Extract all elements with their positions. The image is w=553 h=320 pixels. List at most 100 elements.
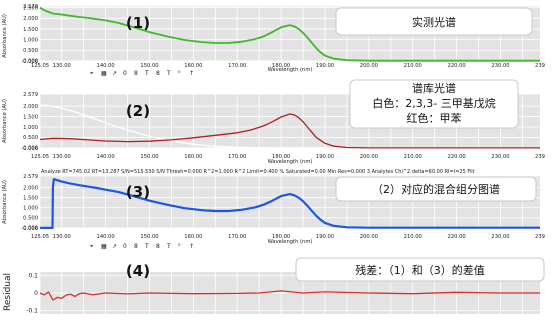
x-axis-label-1: Wavelength (nm) (268, 67, 313, 73)
y-tick-label: 2.000 (23, 104, 38, 110)
panel-4: 0.1 0 -0.1 Residual (4) 残差：（1）和（3）的差值 (3, 257, 545, 314)
annotation-mixture-spectrum: （2）对应的混合组分图谱 (372, 182, 500, 196)
toolbar-glyph[interactable]: ⁰ (178, 70, 181, 77)
y-tick-label: 0.000 (23, 59, 38, 65)
toolbar-glyph[interactable]: 8 (156, 243, 160, 250)
y-tick-label: 1.500 (23, 114, 38, 120)
toolbar-glyph[interactable]: ⌖ (90, 70, 94, 77)
x-tick-label: 170.00 (228, 234, 246, 240)
series-line-2-1 (39, 104, 540, 149)
series-group-1 (39, 6, 540, 62)
x-tick-label: 180.00 (272, 234, 290, 240)
toolbar-glyph[interactable]: 0 (123, 70, 127, 77)
status-line: Analyze RT=745.02 RT=13.287 S/N=515.530 … (41, 169, 475, 175)
annotation-white-trace: 白色：2,3,3- 三甲基戊烷 (372, 96, 495, 110)
x-tick-label: 220.00 (448, 154, 466, 160)
y-axis-label-1: Absorbance (AU) (2, 14, 8, 58)
panel-2: 2.579 2.000 1.500 1.000 0.500 0.000-0.006 125… (2, 79, 545, 165)
annotation-measured-spectrum: 实测光谱 (412, 15, 456, 29)
x-tick-label: 125.05 (31, 63, 49, 69)
x-tick-label: 160.00 (184, 154, 202, 160)
y-tick-label: 0.500 (23, 135, 38, 141)
x-tick-label: 170.00 (228, 154, 246, 160)
panel-label-4: (4) (126, 262, 150, 280)
annotation-box-3 (335, 176, 537, 202)
toolbar-glyph[interactable]: ↗ (112, 243, 117, 250)
series-group-3 (40, 178, 540, 229)
x-tick-labels-1: 125.05 130.00 140.00 150.00 160.00 170.00 180.… (31, 63, 545, 69)
toolbar-glyph[interactable]: ⁰ (178, 243, 181, 250)
x-tick-label: 160.00 (184, 63, 202, 69)
toolbar-1: ⌖ ▦ ↗ 0 8 T 8 T ⁰ ↑ (90, 70, 194, 77)
toolbar-glyph[interactable]: 8 (156, 70, 160, 77)
x-axis-label-3: Wavelength (nm) (268, 239, 313, 245)
y-tick-label: 1.000 (23, 206, 38, 212)
toolbar-glyph[interactable]: ⌖ (90, 243, 94, 250)
toolbar-glyph[interactable]: ▦ (101, 243, 107, 250)
toolbar-glyph[interactable]: 0 (123, 243, 127, 250)
series-line-2-2 (39, 113, 540, 149)
x-tick-label: 230.00 (491, 63, 509, 69)
y-axis-label-2: Absorbance (AU) (2, 99, 8, 143)
y-tick-label: 0.1 (28, 272, 38, 279)
series-line-4-1 (39, 290, 540, 301)
x-tick-label: 140.00 (97, 154, 115, 160)
x-tick-label: 210.00 (404, 154, 422, 160)
x-tick-label: 239 (535, 234, 545, 240)
x-tick-label: 125.05 (31, 234, 49, 240)
series-group-4 (39, 290, 540, 301)
x-axis-label-2: Wavelength (nm) (268, 159, 313, 165)
y-tick-label: 0.500 (23, 216, 38, 222)
toolbar-glyph[interactable]: T (144, 243, 149, 250)
annotation-red-trace: 红色：甲苯 (407, 111, 462, 125)
x-tick-label: 180.00 (272, 154, 290, 160)
toolbar-glyph[interactable]: ↑ (189, 70, 194, 77)
x-tick-label: 190.00 (316, 234, 334, 240)
y-tick-label: 2.000 (23, 16, 38, 22)
x-tick-label: 220.00 (448, 234, 466, 240)
x-tick-labels-3: 125.05 130.00 140.00 150.00 160.00 170.00 180.… (31, 234, 545, 240)
y-tick-label: 0.000 (23, 146, 38, 152)
annotation-residual: 残差：（1）和（3）的差值 (355, 263, 485, 277)
annotation-box-1 (335, 7, 533, 36)
x-tick-label: 210.00 (404, 234, 422, 240)
y-tick-labels-4: 0.1 0 -0.1 (26, 272, 38, 314)
toolbar-glyph[interactable]: ↗ (112, 70, 117, 77)
y-tick-labels-3: 2.579 2.000 1.500 1.000 0.500 0.000-0.006 (21, 174, 38, 232)
y-tick-label: 2.579 (23, 92, 38, 98)
panel-label-1: (1) (126, 14, 150, 32)
annotation-box-2 (349, 79, 519, 129)
y-tick-label: -0.006 (21, 146, 38, 152)
toolbar-glyph[interactable]: T (166, 70, 171, 77)
x-tick-label: 130.00 (53, 154, 71, 160)
x-tick-label: 220.00 (448, 63, 466, 69)
x-tick-label: 200.00 (360, 154, 378, 160)
x-tick-label: 150.00 (140, 63, 158, 69)
y-tick-label: 2.000 (23, 185, 38, 191)
toolbar-2: ⌖ ▦ ↗ 0 8 T 8 T ⁰ ↑ (90, 243, 194, 250)
series-line-3-1 (40, 178, 540, 229)
x-tick-label: 160.00 (184, 234, 202, 240)
y-tick-label: 0.000 (23, 226, 38, 232)
y-tick-label: -0.1 (26, 307, 38, 314)
x-tick-label: 230.00 (491, 234, 509, 240)
y-tick-label: 1.500 (23, 27, 38, 33)
y-tick-label: 2.579 (23, 4, 38, 10)
y-tick-label: -0.006 (21, 59, 38, 65)
y-tick-label: 2.500 (23, 5, 38, 11)
toolbar-glyph[interactable]: ▦ (101, 70, 107, 77)
toolbar-glyph[interactable]: 8 (134, 243, 138, 250)
x-tick-label: 140.00 (97, 234, 115, 240)
toolbar-glyph[interactable]: ↑ (189, 243, 194, 250)
toolbar-glyph[interactable]: 8 (134, 70, 138, 77)
x-tick-label: 200.00 (360, 234, 378, 240)
x-tick-label: 200.00 (360, 63, 378, 69)
y-tick-label: 0 (34, 290, 38, 297)
toolbar-glyph[interactable]: T (166, 243, 171, 250)
x-tick-labels-2: 125.05 130.00 140.00 150.00 160.00 170.00 180.… (31, 154, 545, 160)
panel-label-2: (2) (126, 102, 150, 120)
annotation-box-4 (295, 257, 545, 282)
y-tick-labels-2: 2.579 2.000 1.500 1.000 0.500 0.000-0.006 (21, 92, 38, 152)
toolbar-glyph[interactable]: T (144, 70, 149, 77)
